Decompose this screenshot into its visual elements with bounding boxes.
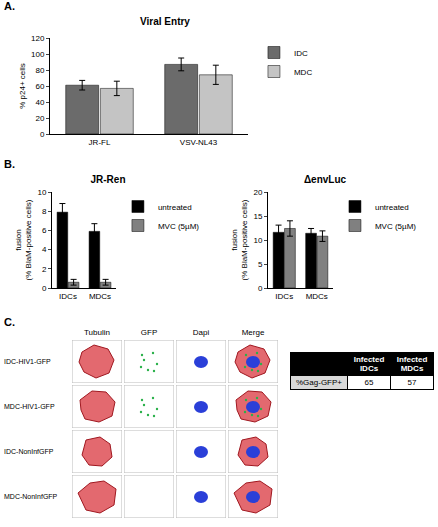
html-text:C.: C. <box>4 316 15 328</box>
svg-text:120: 120 <box>31 34 45 43</box>
svg-text:untreated: untreated <box>158 203 192 212</box>
svg-text:15: 15 <box>253 212 262 221</box>
svg-text:60: 60 <box>35 82 44 91</box>
svg-text:10: 10 <box>253 236 262 245</box>
svg-text:MVC (5µM): MVC (5µM) <box>375 222 416 231</box>
html-text:Merge: Merge <box>241 328 265 337</box>
svg-text:2: 2 <box>42 265 47 274</box>
svg-text:40: 40 <box>35 98 44 107</box>
svg-text:100: 100 <box>31 50 45 59</box>
svg-text:IDCs: IDCs <box>275 292 293 301</box>
html-text:Infected MDCs: Infected MDCs <box>396 355 428 373</box>
svg-text:0: 0 <box>258 284 263 293</box>
html-text:Infected IDCs: Infected IDCs <box>353 355 385 373</box>
svg-text:MDCs: MDCs <box>89 292 111 301</box>
html-text:65: 65 <box>364 378 374 387</box>
svg-text:6: 6 <box>42 226 47 235</box>
svg-text:0: 0 <box>40 130 45 139</box>
html-text:GFP: GFP <box>140 328 158 337</box>
html-text:%Gag-GFP+: %Gag-GFP+ <box>296 378 342 387</box>
html-text:Tubulin: Tubulin <box>84 328 110 337</box>
svg-text:MDCs: MDCs <box>306 292 328 301</box>
svg-text:20: 20 <box>253 188 262 197</box>
html-text:IDC-NonInfGFP: IDC-NonInfGFP <box>4 448 54 455</box>
svg-text:4: 4 <box>42 245 47 254</box>
html-text:A.: A. <box>4 0 15 12</box>
html-text:IDC-HIV1-GFP: IDC-HIV1-GFP <box>4 358 51 365</box>
svg-text:IDCs: IDCs <box>59 292 77 301</box>
svg-text:80: 80 <box>35 66 44 75</box>
html-text:57: 57 <box>407 378 417 387</box>
svg-text:fusion(% BlaM-positive cells): fusion(% BlaM-positive cells) <box>230 199 249 280</box>
svg-text:fusion(% BlaM-positive cells): fusion(% BlaM-positive cells) <box>14 199 33 280</box>
svg-text:JR-FL: JR-FL <box>89 138 111 147</box>
html-text:MDC-NonInfGFP: MDC-NonInfGFP <box>4 493 58 500</box>
svg-text:MDC: MDC <box>294 68 312 77</box>
svg-text:20: 20 <box>35 114 44 123</box>
html-text:Dapi: Dapi <box>192 328 210 337</box>
svg-text:Viral Entry: Viral Entry <box>140 16 190 27</box>
svg-text:0: 0 <box>42 284 47 293</box>
svg-text:JR-Ren: JR-Ren <box>90 174 125 185</box>
svg-text:untreated: untreated <box>375 203 409 212</box>
svg-text:MVC (5µM): MVC (5µM) <box>158 222 199 231</box>
svg-text:5: 5 <box>258 260 263 269</box>
svg-text:8: 8 <box>42 207 47 216</box>
svg-text:VSV-NL43: VSV-NL43 <box>180 138 218 147</box>
html-text:B.: B. <box>4 158 15 170</box>
html-text:MDC-HIV1-GFP: MDC-HIV1-GFP <box>4 403 55 410</box>
svg-text:10: 10 <box>37 188 46 197</box>
svg-text:% p24+ cells: % p24+ cells <box>18 63 27 109</box>
svg-text:ΔenvLuc: ΔenvLuc <box>304 174 347 185</box>
svg-text:IDC: IDC <box>294 49 308 58</box>
